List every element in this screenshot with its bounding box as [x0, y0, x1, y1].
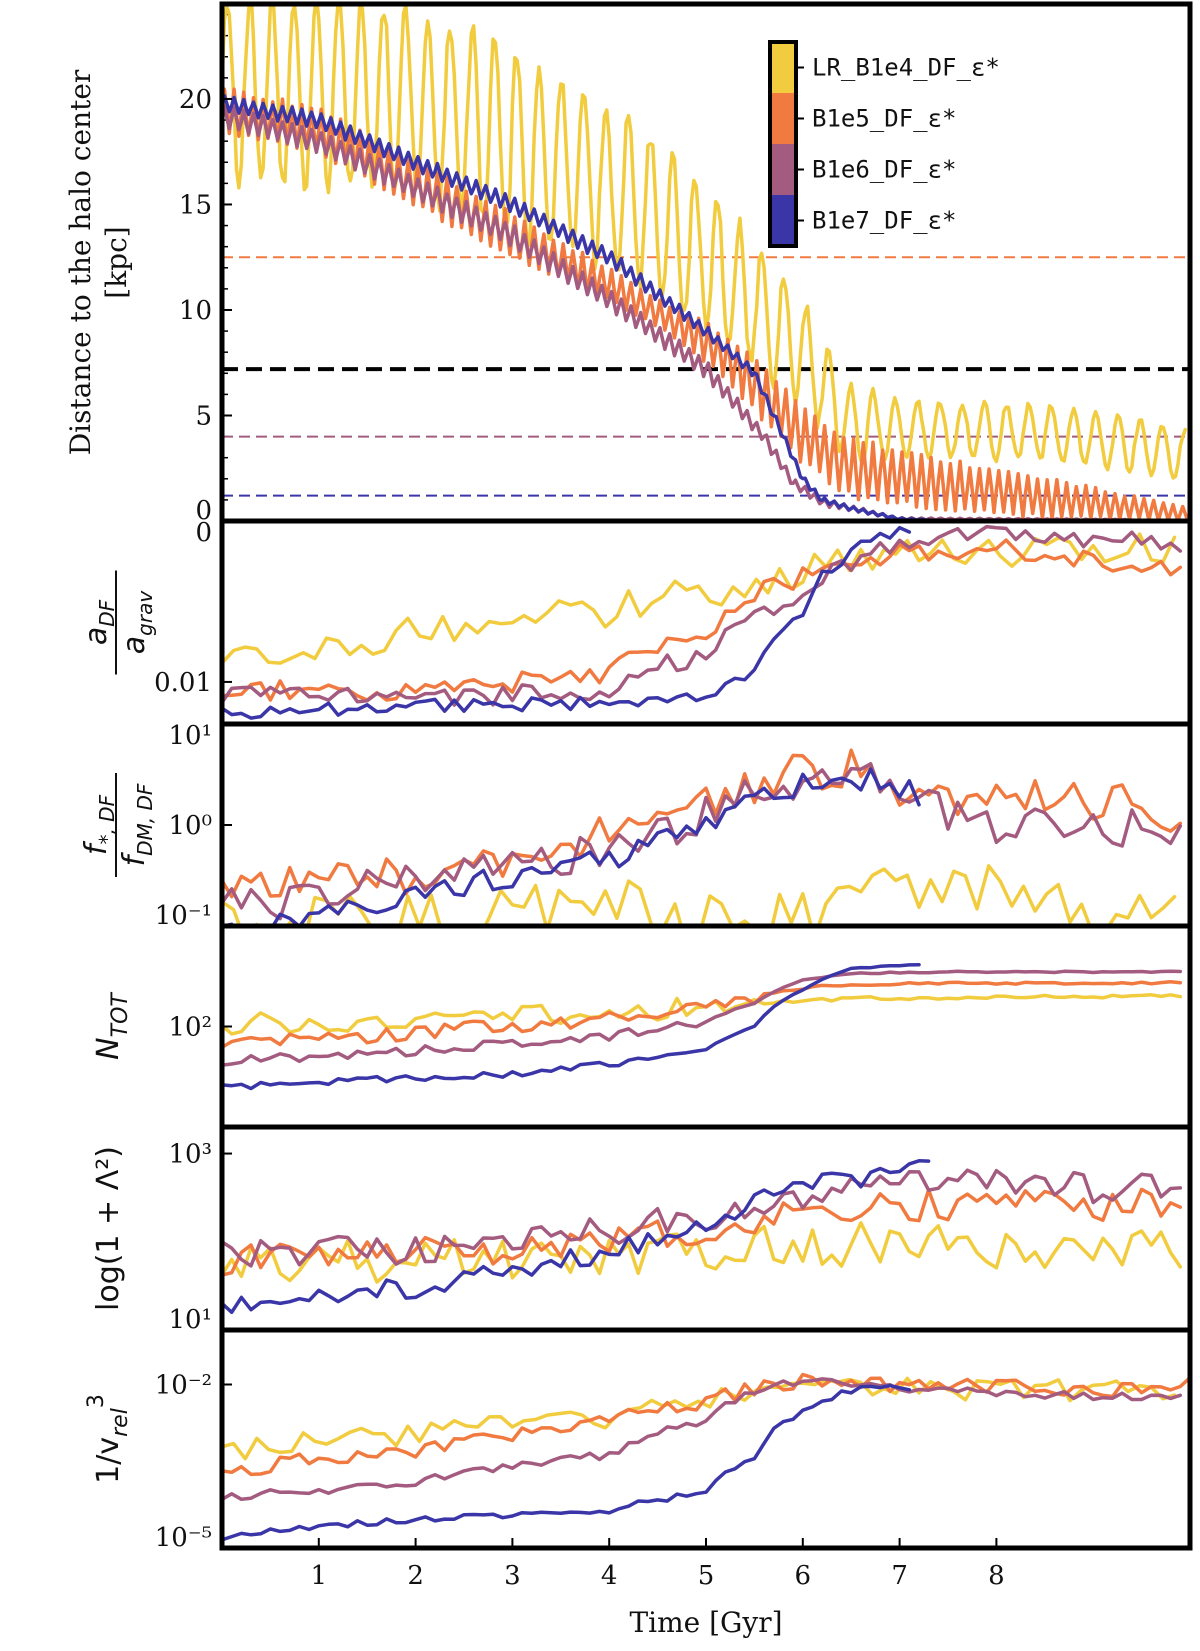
- legend-label: B1e7_DF_ε*: [812, 207, 957, 235]
- y-tick-label: 10⁻¹: [155, 901, 212, 931]
- x-tick-label: 1: [311, 1561, 328, 1591]
- series-line-B1e7_DF_eps: [222, 962, 921, 1091]
- x-tick-label: 3: [504, 1561, 521, 1591]
- legend-label: LR_B1e4_DF_ε*: [812, 54, 1000, 82]
- series-line-B1e5_DF_eps: [222, 87, 1190, 521]
- y-axis-label-text: NTOT: [91, 992, 133, 1060]
- y-tick-label: 10⁻⁵: [155, 1523, 212, 1553]
- series-line-B1e6_DF_eps: [222, 1377, 1183, 1502]
- series-line-B1e5_DF_eps: [222, 748, 1183, 899]
- panel-vrel: 10⁻⁵ 10⁻² 1/vrel3: [84, 1327, 1193, 1553]
- series-line-LR_B1e4_DF_eps: [222, 993, 1183, 1036]
- series-line-B1e6_DF_eps: [222, 969, 1183, 1067]
- y-axis-label-line1: Distance to the halo center: [64, 69, 97, 455]
- y-axis-label: log(1 + Λ²): [91, 1146, 126, 1311]
- series-line-B1e5_DF_eps: [222, 979, 1183, 1050]
- panel-frame: [219, 518, 1193, 727]
- y-tick-label: 5: [195, 401, 212, 431]
- x-tick-label: 8: [988, 1561, 1005, 1591]
- series-line-B1e7_DF_eps: [222, 1383, 912, 1542]
- y-axis-label-text: log(1 + Λ²): [91, 1146, 126, 1311]
- panel-distance: 0 5 10 15 20 Distance to the halo center [kpc]…: [64, 1, 1193, 526]
- legend-swatch-B1e6_DF_eps: [770, 144, 796, 195]
- x-tick-label: 7: [891, 1561, 908, 1591]
- series-line-LR_B1e4_DF_eps: [222, 532, 1177, 665]
- legend-swatch-B1e5_DF_eps: [770, 93, 796, 144]
- y-tick-label: 10: [179, 296, 212, 326]
- series-line-B1e5_DF_eps: [222, 1372, 1190, 1477]
- series-line-B1e7_DF_eps: [222, 767, 921, 926]
- series-line-LR_B1e4_DF_eps: [222, 864, 1177, 926]
- series-line-LR_B1e4_DF_eps: [222, 1376, 1177, 1461]
- series-line-B1e5_DF_eps: [222, 538, 1183, 702]
- x-axis: 1 2 3 4 5 6 7 8 Time [Gyr]: [311, 1538, 1005, 1639]
- x-tick-label: 5: [698, 1561, 715, 1591]
- panel-ntot: 10² NTOT: [91, 923, 1193, 1130]
- y-axis-label-text: 1/vrel3: [84, 1394, 133, 1484]
- panel-frame: [219, 1327, 1193, 1551]
- y-tick-label: 10⁻²: [155, 1371, 212, 1401]
- legend-colorbar-frame: [768, 40, 798, 248]
- x-tick-label: 6: [795, 1561, 812, 1591]
- series-group: [222, 1372, 1190, 1542]
- x-axis-label: Time [Gyr]: [629, 1606, 782, 1639]
- y-tick-label: 20: [179, 85, 212, 115]
- legend: LR_B1e4_DF_ε* B1e5_DF_ε* B1e6_DF_ε* B1e7_DF…: [768, 40, 1000, 248]
- series-line-B1e7_DF_eps: [222, 525, 912, 720]
- y-axis-label: 1/vrel3: [84, 1394, 133, 1484]
- y-tick-label: 15: [179, 190, 212, 220]
- series-group: [222, 524, 1183, 720]
- y-tick-label: 10²: [168, 1013, 212, 1043]
- series-group: [222, 1159, 1183, 1315]
- y-axis-label-denominator: agrav: [117, 590, 157, 655]
- y-tick-label: 10¹: [168, 1305, 212, 1335]
- y-tick-label: 10⁰: [168, 811, 212, 841]
- series-group: [222, 748, 1183, 926]
- y-tick-label: 0: [195, 518, 212, 548]
- y-tick-label: 10¹: [168, 721, 212, 751]
- series-line-LR_B1e4_DF_eps: [222, 4, 1187, 480]
- series-group: [222, 962, 1183, 1091]
- x-tick-label: 4: [601, 1561, 618, 1591]
- y-tick-label: 0.01: [154, 668, 212, 698]
- panel-coulomb: 10¹ 10³ log(1 + Λ²): [91, 1124, 1193, 1335]
- series-line-B1e7_DF_eps: [222, 94, 931, 521]
- series-line-LR_B1e4_DF_eps: [222, 1221, 1183, 1284]
- y-tick-label: 0: [195, 496, 212, 526]
- series-line-B1e6_DF_eps: [222, 524, 1183, 707]
- legend-label: B1e6_DF_ε*: [812, 156, 957, 184]
- y-axis-label: NTOT: [91, 992, 133, 1060]
- series-line-B1e5_DF_eps: [222, 1187, 1183, 1277]
- legend-swatch-LR_B1e4_DF_eps: [770, 42, 796, 93]
- series-line-B1e7_DF_eps: [222, 1159, 931, 1315]
- y-axis-label: Distance to the halo center [kpc]: [64, 69, 133, 455]
- y-axis-label-line2: [kpc]: [100, 226, 133, 298]
- legend-label: B1e5_DF_ε*: [812, 105, 957, 133]
- panel-frame: [219, 923, 1193, 1130]
- y-tick-label: 10³: [168, 1140, 212, 1170]
- legend-swatch-B1e7_DF_eps: [770, 195, 796, 246]
- x-tick-label: 2: [407, 1561, 424, 1591]
- series-line-B1e6_DF_eps: [222, 762, 1183, 921]
- y-axis-label-denominator: fDM, DF: [117, 783, 157, 866]
- series-group: [222, 4, 1190, 521]
- y-axis-label-numerator: f*, DF: [79, 794, 119, 855]
- y-axis-label-numerator: aDF: [79, 599, 119, 645]
